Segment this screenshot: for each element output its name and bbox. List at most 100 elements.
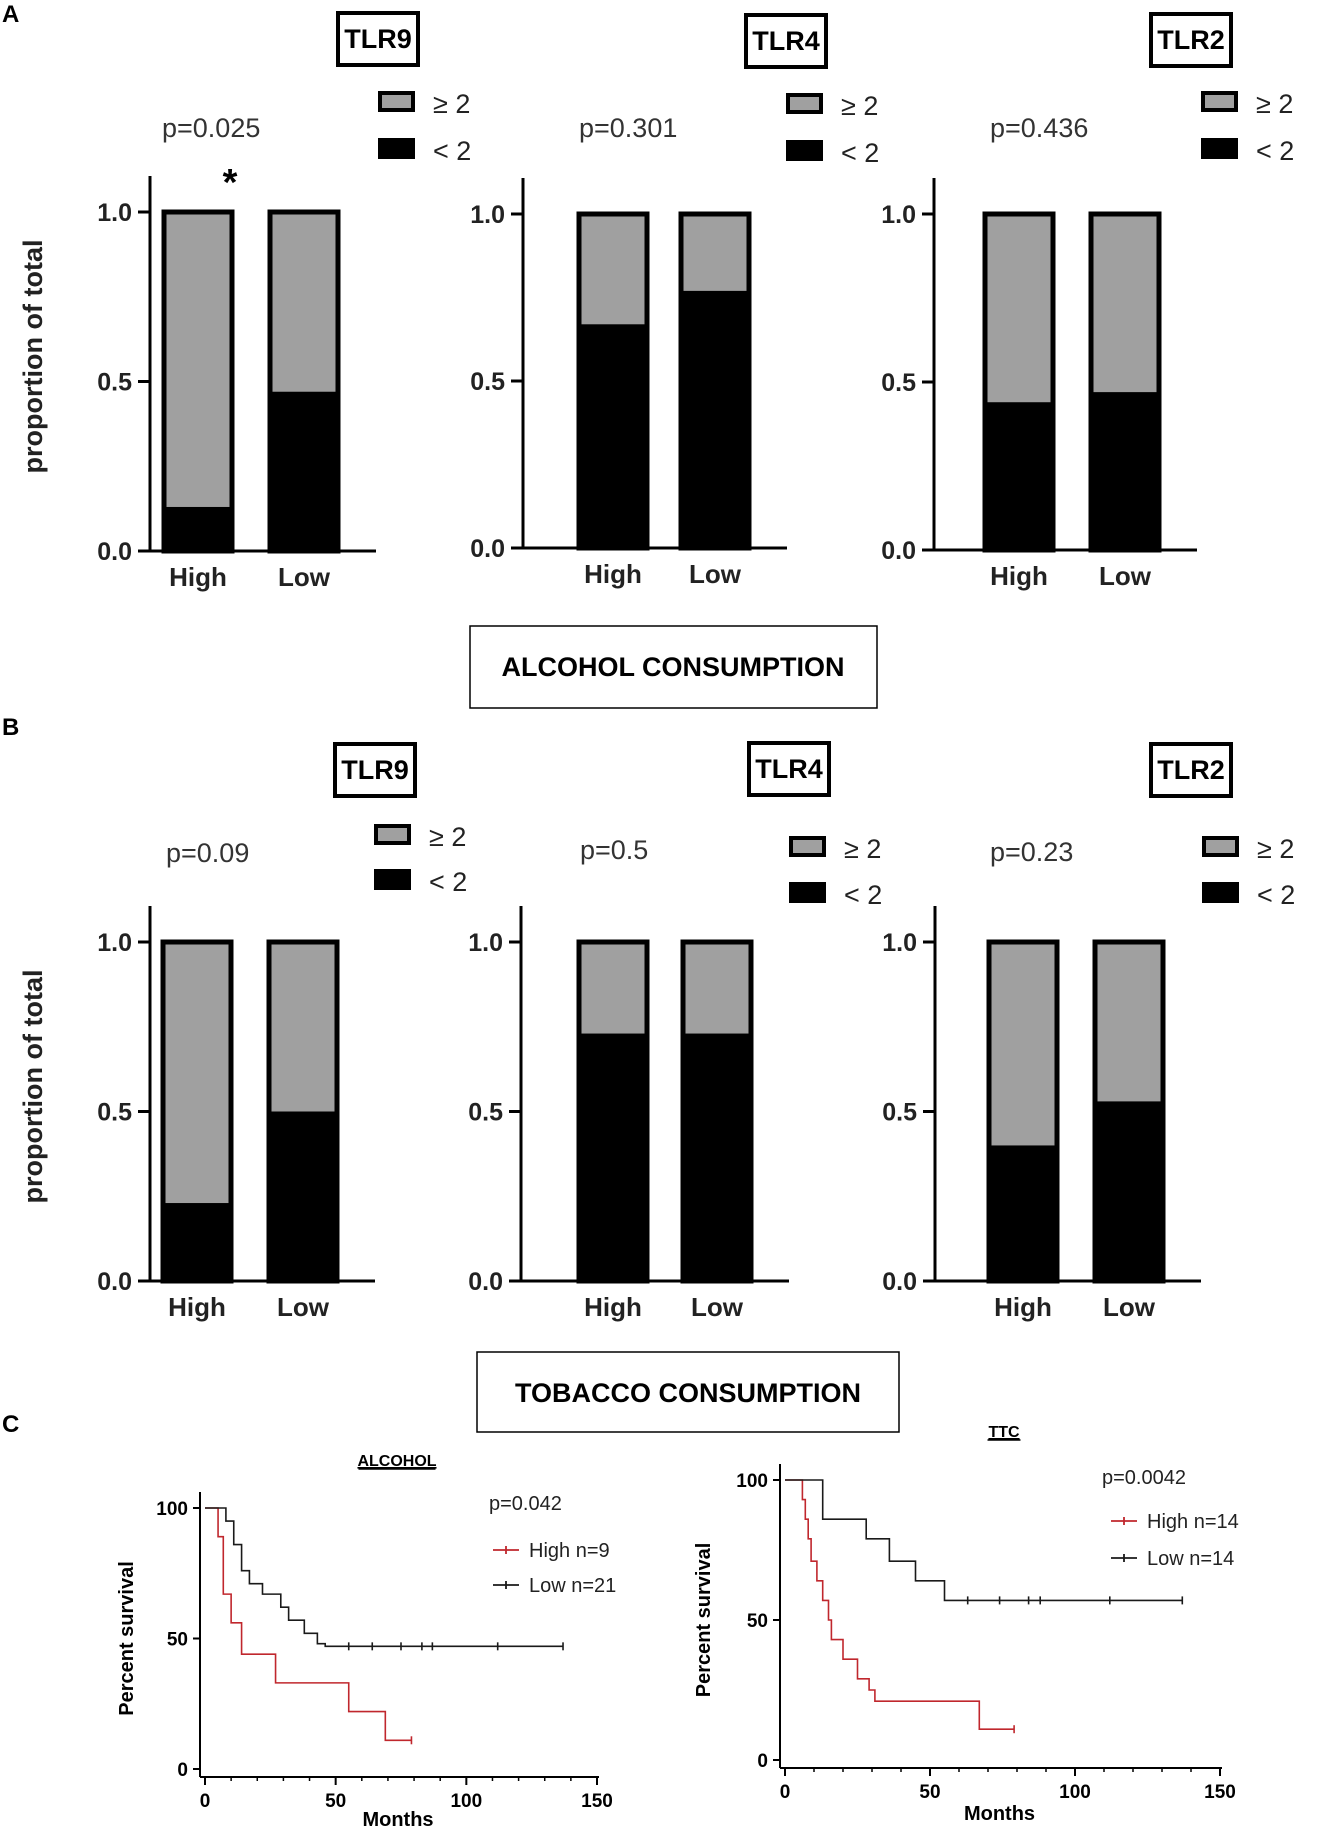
bar-lt2-low bbox=[1091, 392, 1159, 550]
x-tick-label: Low bbox=[277, 1292, 330, 1322]
legend-label-high: High n=14 bbox=[1147, 1511, 1239, 1533]
y-tick-label: 100 bbox=[156, 1499, 188, 1520]
legend-label-low: Low n=21 bbox=[529, 1575, 616, 1597]
bar-outline-high bbox=[982, 211, 1056, 553]
panel-label-c: C bbox=[2, 1411, 19, 1438]
x-tick-label: Low bbox=[1099, 561, 1152, 591]
bar-ge2-low bbox=[270, 212, 338, 392]
legend-swatch-ge2 bbox=[378, 91, 415, 112]
legend-label-ge2: ≥ 2 bbox=[844, 834, 881, 864]
km-curve-high bbox=[785, 1479, 1015, 1730]
chart-b-tlr2: 0.0 0.5 1.0 High Low TLR2 p=0.23 ≥ 2 < 2 bbox=[882, 742, 1295, 1322]
y-tick-label: 0.5 bbox=[97, 369, 132, 397]
legend-label-ge2: ≥ 2 bbox=[429, 822, 466, 852]
bar-ge2-high bbox=[985, 214, 1053, 403]
section-title-tobacco-box bbox=[476, 1351, 900, 1433]
bar-outline-high bbox=[576, 939, 650, 1284]
chart-title: TTC bbox=[988, 1424, 1020, 1441]
x-tick-label: High bbox=[994, 1292, 1052, 1322]
y-tick-label: 1.0 bbox=[97, 199, 132, 227]
x-tick-label: Low bbox=[278, 562, 331, 592]
chart-a-tlr9: 0.0 0.5 1.0 High Low proportion of total TLR9 p… bbox=[18, 11, 471, 592]
section-title-tobacco-text: TOBACCO CONSUMPTION bbox=[515, 1378, 861, 1408]
chart-b-tlr9: 0.0 0.5 1.0 High Low proportion of total TLR9 p… bbox=[18, 742, 467, 1322]
x-tick-label: 100 bbox=[1059, 1782, 1091, 1803]
chart-title-box bbox=[333, 742, 417, 798]
bar-lt2-low bbox=[681, 290, 749, 548]
x-axis-label: Months bbox=[362, 1809, 433, 1831]
legend-swatch-lt2 bbox=[789, 882, 826, 903]
bar-ge2-low bbox=[1095, 942, 1163, 1102]
x-tick-label: High bbox=[169, 562, 227, 592]
legend-label-lt2: < 2 bbox=[429, 867, 467, 897]
section-title-tobacco: TOBACCO CONSUMPTION bbox=[476, 1351, 900, 1433]
chart-title-box bbox=[1149, 12, 1233, 68]
chart-a-tlr2: 0.0 0.5 1.0 High Low TLR2 p=0.436 ≥ 2 < 2 bbox=[881, 12, 1294, 591]
legend-label-lt2: < 2 bbox=[1257, 880, 1295, 910]
y-tick-label: 0.5 bbox=[470, 368, 505, 396]
bar-lt2-low bbox=[1095, 1101, 1163, 1281]
y-tick-label: 0.0 bbox=[470, 535, 505, 563]
y-tick-label: 0 bbox=[177, 1760, 188, 1781]
bar-outline-low bbox=[267, 209, 341, 554]
y-tick-label: 1.0 bbox=[97, 929, 132, 957]
bar-ge2-low bbox=[683, 942, 751, 1034]
chart-title: TLR9 bbox=[344, 24, 412, 54]
bar-lt2-low bbox=[270, 391, 338, 551]
y-axis-label: proportion of total bbox=[18, 240, 48, 474]
x-tick-label: 150 bbox=[1204, 1782, 1236, 1803]
x-tick-label: Low bbox=[691, 1292, 744, 1322]
y-tick-label: 0.0 bbox=[882, 1268, 917, 1296]
bar-outline-low bbox=[266, 939, 340, 1284]
chart-c-alcohol: 0 50 100 0 50 100 150 Months Percent survival ALC… bbox=[116, 1453, 616, 1831]
y-tick-label: 0.5 bbox=[881, 369, 916, 397]
chart-title-box bbox=[744, 13, 828, 69]
y-tick-label: 0.5 bbox=[882, 1099, 917, 1127]
x-tick-label: 50 bbox=[919, 1782, 940, 1803]
bar-ge2-high bbox=[163, 942, 231, 1204]
bar-lt2-high bbox=[579, 324, 647, 548]
bar-lt2-high bbox=[164, 506, 232, 551]
significance-star: * bbox=[223, 162, 238, 204]
bar-lt2-high bbox=[163, 1203, 231, 1281]
chart-c-ttc: 0 50 100 0 50 100 150 Months Percent survival TTC… bbox=[693, 1424, 1239, 1825]
bar-lt2-high bbox=[985, 402, 1053, 550]
legend-swatch-ge2 bbox=[789, 836, 826, 857]
y-tick-label: 1.0 bbox=[882, 929, 917, 957]
y-axis-label: Percent survival bbox=[693, 1543, 715, 1698]
bar-ge2-high bbox=[989, 942, 1057, 1146]
bar-lt2-high bbox=[579, 1033, 647, 1281]
bar-ge2-low bbox=[681, 214, 749, 291]
legend-label-lt2: < 2 bbox=[841, 138, 879, 168]
y-tick-label: 100 bbox=[736, 1471, 768, 1492]
x-tick-label: High bbox=[990, 561, 1048, 591]
p-value: p=0.436 bbox=[990, 113, 1088, 143]
bar-ge2-low bbox=[1091, 214, 1159, 393]
km-curve-low bbox=[205, 1507, 564, 1648]
legend-label-low: Low n=14 bbox=[1147, 1548, 1234, 1570]
y-tick-label: 1.0 bbox=[470, 201, 505, 229]
p-value: p=0.301 bbox=[579, 113, 677, 143]
bar-ge2-high bbox=[579, 214, 647, 325]
x-tick-label: High bbox=[584, 559, 642, 589]
chart-title-box bbox=[1149, 742, 1233, 798]
x-tick-label: 0 bbox=[200, 1791, 211, 1812]
y-tick-label: 1.0 bbox=[881, 201, 916, 229]
y-tick-label: 0.5 bbox=[97, 1099, 132, 1127]
p-value: p=0.042 bbox=[489, 1493, 562, 1515]
bar-ge2-high bbox=[579, 942, 647, 1034]
section-title-alcohol-box bbox=[469, 625, 878, 709]
chart-title: TLR2 bbox=[1157, 755, 1225, 785]
y-axis-label: Percent survival bbox=[116, 1561, 138, 1716]
p-value: p=0.09 bbox=[166, 838, 249, 868]
section-title-alcohol-text: ALCOHOL CONSUMPTION bbox=[502, 652, 845, 682]
bar-outline-high bbox=[986, 939, 1060, 1284]
bar-outline-high bbox=[161, 209, 235, 554]
km-curve-low bbox=[785, 1479, 1183, 1602]
legend-swatch-ge2 bbox=[1202, 836, 1239, 857]
legend-label-lt2: < 2 bbox=[1256, 136, 1294, 166]
y-tick-label: 1.0 bbox=[468, 929, 503, 957]
km-curve-high bbox=[205, 1507, 412, 1742]
y-tick-label: 0.5 bbox=[468, 1099, 503, 1127]
legend-swatch-lt2 bbox=[1201, 138, 1238, 159]
